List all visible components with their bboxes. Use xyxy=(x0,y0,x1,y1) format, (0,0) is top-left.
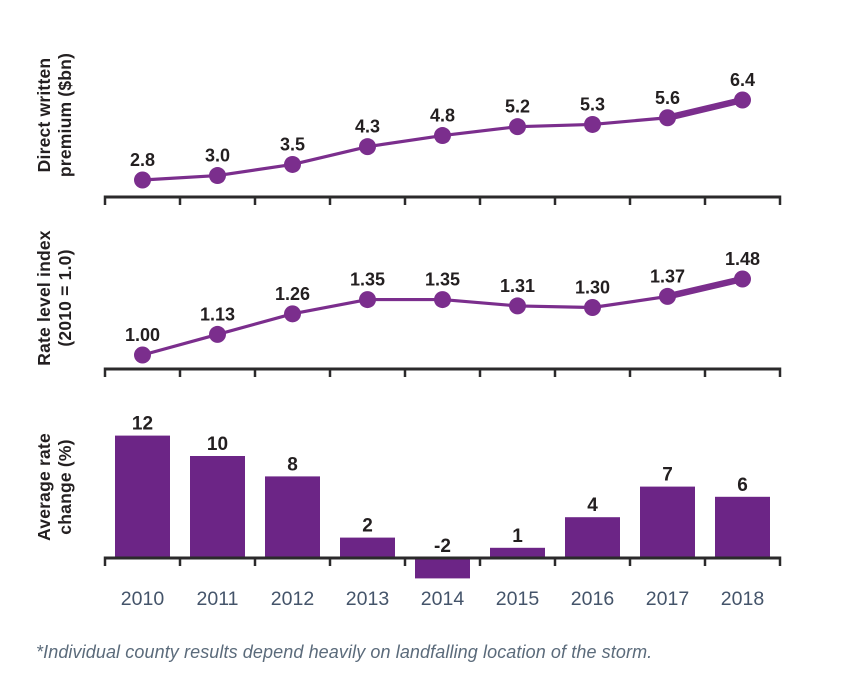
value-label: 1.48 xyxy=(725,249,760,269)
value-label: 5.2 xyxy=(505,97,530,117)
value-label: 4.3 xyxy=(355,117,380,137)
data-point xyxy=(734,91,751,109)
year-label: 2013 xyxy=(346,588,389,610)
average-rate-change-bar-chart: 12 10 8 2 -2 1 4 7 6 2010 2011 2012 2013 2014 2015 2016… xyxy=(103,414,782,610)
bar xyxy=(640,486,695,558)
line-segment xyxy=(215,312,295,337)
bar xyxy=(340,537,395,558)
data-point xyxy=(584,115,601,133)
value-label: 6.4 xyxy=(730,70,755,90)
rate-level-index-line-chart: 1.00 1.13 1.26 1.35 1.35 1.31 1.30 1.37 1.48 xyxy=(103,249,782,377)
line-segment xyxy=(140,332,220,357)
footnote: *Individual county results depend heavil… xyxy=(36,642,653,662)
value-label: 12 xyxy=(132,414,153,435)
year-label: 2017 xyxy=(646,588,689,610)
value-label: 8 xyxy=(287,454,298,475)
data-point xyxy=(359,291,376,309)
data-point xyxy=(134,171,151,189)
year-label: 2016 xyxy=(571,588,614,610)
value-label: 1.35 xyxy=(425,270,460,290)
year-label: 2018 xyxy=(721,588,764,610)
value-label: 3.5 xyxy=(280,134,305,154)
line-segment xyxy=(290,297,370,316)
data-point xyxy=(584,299,601,316)
data-point xyxy=(509,118,526,136)
value-label: 1 xyxy=(512,526,523,547)
bar xyxy=(490,547,545,558)
bar xyxy=(265,476,320,558)
value-label: 1.35 xyxy=(350,270,385,290)
data-point xyxy=(509,297,526,315)
value-label: 1.13 xyxy=(200,304,235,324)
line-segment xyxy=(664,275,746,300)
data-point xyxy=(659,287,676,305)
data-point xyxy=(134,346,151,364)
value-label: -2 xyxy=(434,536,451,557)
data-point xyxy=(434,291,451,309)
year-label: 2010 xyxy=(121,588,165,610)
line-segment xyxy=(515,304,595,310)
line-segment xyxy=(515,122,595,129)
bar xyxy=(115,435,170,558)
value-label: 6 xyxy=(737,475,748,496)
data-point xyxy=(209,167,226,185)
year-label: 2014 xyxy=(421,588,465,610)
value-label: 7 xyxy=(662,465,673,486)
line-segment xyxy=(440,297,520,308)
line-segment xyxy=(215,162,295,178)
data-point xyxy=(284,155,301,173)
value-label: 1.26 xyxy=(275,284,310,304)
data-point xyxy=(359,138,376,156)
data-point xyxy=(284,305,301,323)
line-segment xyxy=(590,294,670,310)
value-label: 10 xyxy=(207,434,228,455)
value-label: 4.8 xyxy=(430,106,455,126)
year-label: 2012 xyxy=(271,588,314,610)
value-label: 2.8 xyxy=(130,150,155,170)
data-point xyxy=(209,325,226,343)
value-label: 1.00 xyxy=(125,325,160,345)
value-label: 3.0 xyxy=(205,146,230,166)
value-label: 1.31 xyxy=(500,276,535,296)
data-point xyxy=(734,270,751,288)
line-segment xyxy=(290,145,370,167)
bar xyxy=(715,496,770,558)
value-label: 2 xyxy=(362,516,373,537)
data-point xyxy=(434,127,451,145)
value-label: 1.30 xyxy=(575,278,610,298)
value-label: 4 xyxy=(587,495,598,516)
line-segment xyxy=(664,96,746,122)
year-label: 2011 xyxy=(197,588,239,610)
year-label: 2015 xyxy=(496,588,540,610)
line-segment xyxy=(140,173,220,182)
direct-written-premium-line-chart: 2.8 3.0 3.5 4.3 4.8 5.2 5.3 5.6 6.4 xyxy=(103,70,782,205)
value-label: 5.6 xyxy=(655,88,680,108)
line-segment xyxy=(590,116,670,127)
data-point xyxy=(659,109,676,127)
bar xyxy=(565,517,620,558)
line-segment xyxy=(440,125,520,138)
bar xyxy=(415,558,470,579)
line-segment xyxy=(365,133,445,149)
bar xyxy=(190,456,245,558)
value-label: 5.3 xyxy=(580,94,605,114)
value-label: 1.37 xyxy=(650,266,685,286)
